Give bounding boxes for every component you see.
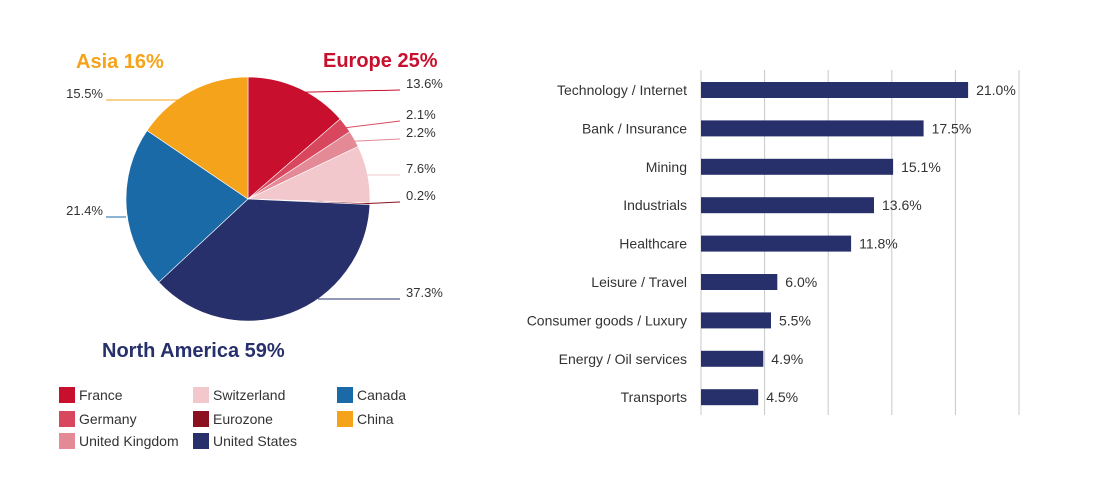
legend-swatch-eurozone — [193, 411, 209, 427]
category-label-consumer-goods-luxury: Consumer goods / Luxury — [527, 312, 687, 328]
bar-industrials — [701, 197, 874, 214]
pie-slice-france — [247, 76, 341, 200]
pie-label-china: 15.5% — [66, 86, 103, 101]
legend-label-united-states: United States — [213, 433, 298, 449]
pie-slice-china — [146, 76, 249, 200]
bar-technology-internet — [701, 82, 969, 98]
legend-swatch-china — [337, 411, 353, 427]
bar-mining — [701, 158, 894, 175]
category-label-industrials: Industrials — [623, 197, 687, 213]
pie-label-united-kingdom: 2.2% — [406, 125, 436, 140]
category-label-energy-oil-services: Energy / Oil services — [559, 351, 687, 367]
value-label-healthcare: 11.8% — [859, 236, 898, 252]
pie-label-canada: 21.4% — [66, 203, 103, 218]
value-label-mining: 15.1% — [901, 159, 941, 175]
legend-label-switzerland: Switzerland — [213, 387, 286, 403]
value-label-technology-internet: 21.0% — [976, 82, 1016, 98]
category-label-transports: Transports — [621, 389, 687, 405]
pie-label-united-states: 37.3% — [406, 285, 443, 300]
bar-healthcare — [701, 235, 852, 252]
category-label-bank-insurance: Bank / Insurance — [582, 120, 687, 136]
legend-label-france: France — [79, 387, 123, 403]
legend-label-united-kingdom: United Kingdom — [79, 433, 179, 449]
bar-leisure-travel — [701, 274, 778, 290]
pie-label-switzerland: 7.6% — [406, 161, 436, 176]
bar-consumer-goods-luxury — [701, 312, 771, 329]
value-label-energy-oil-services: 4.9% — [771, 351, 803, 367]
legend-swatch-switzerland — [193, 387, 209, 403]
legend-item-united-kingdom: United Kingdom — [59, 433, 179, 449]
pie-label-eurozone: 0.2% — [406, 188, 436, 203]
region-label-asia: Asia 16% — [76, 51, 164, 73]
pie-slice-canada — [125, 130, 249, 283]
category-label-mining: Mining — [646, 159, 687, 175]
legend-item-china: China — [337, 411, 394, 427]
legend-swatch-united-states — [193, 433, 209, 449]
region-label-north-america: North America 59% — [102, 340, 285, 362]
pie-leader-eurozone — [364, 201, 401, 205]
value-label-industrials: 13.6% — [882, 197, 922, 213]
legend-label-china: China — [357, 411, 394, 427]
bar-bank-insurance — [701, 120, 924, 137]
category-label-technology-internet: Technology / Internet — [557, 82, 687, 98]
pie-label-germany: 2.1% — [406, 107, 436, 122]
legend-item-united-states: United States — [193, 433, 297, 449]
value-label-leisure-travel: 6.0% — [785, 274, 817, 290]
legend-item-eurozone: Eurozone — [193, 411, 273, 427]
legend-label-canada: Canada — [357, 387, 407, 403]
category-label-leisure-travel: Leisure / Travel — [591, 274, 687, 290]
pie-label-france: 13.6% — [406, 76, 443, 91]
value-label-transports: 4.5% — [766, 389, 798, 405]
bar-energy-oil-services — [701, 350, 764, 367]
category-label-healthcare: Healthcare — [619, 236, 687, 252]
legend-item-canada: Canada — [337, 387, 406, 403]
legend-swatch-france — [59, 387, 75, 403]
legend-label-eurozone: Eurozone — [213, 411, 273, 427]
legend-item-germany: Germany — [59, 411, 137, 427]
legend-swatch-germany — [59, 411, 75, 427]
pie-slice-united-states — [158, 198, 371, 322]
pie-leader-united-kingdom — [349, 138, 401, 142]
bar-transports — [701, 389, 759, 406]
value-label-consumer-goods-luxury: 5.5% — [779, 312, 811, 328]
region-label-europe: Europe 25% — [323, 50, 438, 72]
legend-item-france: France — [59, 387, 123, 403]
pie-leader-germany — [341, 120, 401, 129]
legend-swatch-united-kingdom — [59, 433, 75, 449]
value-label-bank-insurance: 17.5% — [932, 120, 972, 136]
legend-item-switzerland: Switzerland — [193, 387, 285, 403]
legend-swatch-canada — [337, 387, 353, 403]
legend-label-germany: Germany — [79, 411, 137, 427]
pie-leader-france — [296, 89, 401, 93]
